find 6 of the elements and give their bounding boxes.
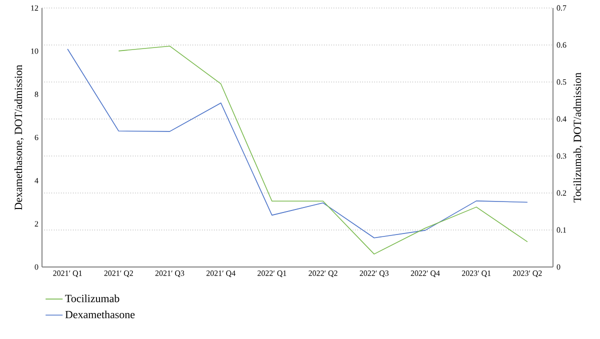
line-series xyxy=(118,46,528,254)
legend-label: Tocilizumab xyxy=(65,294,120,302)
y2-axis-title: Tocilizumab, DOT/admission xyxy=(573,72,583,202)
y-axis-title: Dexamethasone, DOT/admission xyxy=(14,64,24,210)
legend-label: Dexamethasone xyxy=(65,310,135,318)
line-series xyxy=(67,48,528,238)
